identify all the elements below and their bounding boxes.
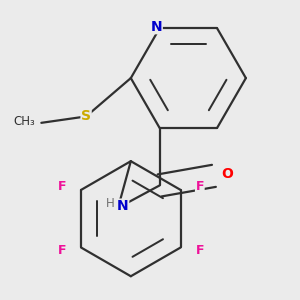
Text: N: N <box>117 199 129 213</box>
Text: O: O <box>221 167 232 181</box>
Text: F: F <box>58 244 66 257</box>
Text: H: H <box>106 196 114 209</box>
Text: S: S <box>81 110 91 123</box>
Text: N: N <box>151 20 162 34</box>
Text: CH₃: CH₃ <box>13 115 35 128</box>
Text: F: F <box>58 180 66 193</box>
Text: F: F <box>196 244 204 257</box>
Text: F: F <box>196 180 204 193</box>
